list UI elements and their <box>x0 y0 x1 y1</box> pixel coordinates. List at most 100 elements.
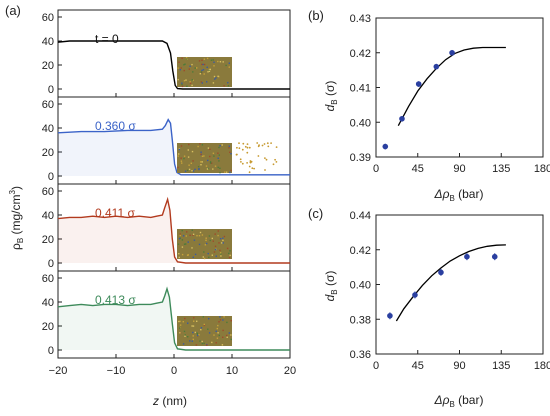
snapshot-particle <box>206 168 209 170</box>
x-tick-label: 135 <box>492 360 510 372</box>
snapshot-particle <box>212 82 215 84</box>
subplot-4: 0 20 40 60 −20 −10 0 10 20 0.413 σ <box>42 270 296 377</box>
snapshot-particle <box>188 164 190 166</box>
snapshot-particle <box>184 317 186 320</box>
snapshot-particle <box>189 234 191 236</box>
snapshot-particle <box>186 58 188 60</box>
snapshot-particle <box>216 327 218 330</box>
snapshot-particle <box>181 82 183 84</box>
escaped-particle <box>235 153 238 156</box>
escaped-particle <box>246 162 249 164</box>
snapshot-particle <box>208 256 210 258</box>
profile-annotation: t = 0 <box>95 32 119 46</box>
snapshot-particle <box>198 60 201 62</box>
snapshot-particle <box>211 341 213 344</box>
snapshot-particle <box>214 245 217 247</box>
snapshot-particle <box>192 160 194 162</box>
escaped-particle <box>240 161 242 163</box>
snapshot-particle <box>191 340 193 342</box>
snapshot-particle <box>226 247 229 250</box>
snapshot-particle <box>228 147 230 149</box>
snapshot-particle <box>219 238 222 240</box>
snapshot-particle <box>224 171 226 173</box>
snapshot-particle <box>221 344 224 346</box>
panel-a-xlabel: z (nm) <box>152 394 187 408</box>
panel-b: (b) dB (σ) ΔρB (bar) 0 45 90 135 180 0.39 0.40… <box>308 8 550 203</box>
panel-b-label: (b) <box>308 8 324 23</box>
escaped-particle <box>264 157 266 160</box>
snapshot-particle <box>188 68 190 70</box>
snapshot-particle <box>218 154 220 156</box>
snapshot-inset <box>177 229 232 260</box>
snapshot-particle <box>230 338 232 341</box>
escaped-particle <box>238 142 240 145</box>
snapshot-particle <box>213 65 215 67</box>
snapshot-particle <box>197 145 199 148</box>
x-tick-label: 0 <box>171 365 177 377</box>
snapshot-particle <box>217 166 219 169</box>
snapshot-particle <box>181 253 184 256</box>
subplot-3: 0 20 40 60 0.411 σ <box>42 183 291 272</box>
escaped-particle <box>248 165 251 168</box>
snapshot-particle <box>219 61 222 63</box>
snapshot-particle <box>219 316 221 318</box>
snapshot-particle <box>181 83 183 86</box>
y-tick-label: 0.36 <box>350 349 371 361</box>
snapshot-particle <box>228 145 230 147</box>
escaped-particle <box>272 163 275 166</box>
y-tick-label: 0.42 <box>350 48 371 60</box>
snapshot-particle <box>216 337 219 339</box>
snapshot-inset <box>177 316 232 346</box>
snapshot-particle <box>212 168 214 170</box>
x-tick-label: 10 <box>226 365 238 377</box>
snapshot-particle <box>198 334 200 336</box>
snapshot-particle <box>201 144 204 146</box>
panel-b-xlabel: ΔρB (bar) <box>434 187 484 203</box>
snapshot-particle <box>181 246 184 248</box>
panel-c-xlabel: ΔρB (bar) <box>434 393 484 409</box>
snapshot-particle <box>213 155 215 157</box>
snapshot-particle <box>217 234 219 237</box>
snapshot-particle <box>200 71 203 73</box>
snapshot-particle <box>193 320 195 322</box>
snapshot-particle <box>215 342 217 344</box>
snapshot-particle <box>177 243 180 245</box>
snapshot-particle <box>192 335 194 337</box>
marker <box>464 253 470 260</box>
snapshot-particle <box>203 251 205 253</box>
snapshot-particle <box>202 69 205 71</box>
y-tick-label: 0.38 <box>350 314 371 326</box>
snapshot-particle <box>187 241 189 243</box>
snapshot-particle <box>209 68 211 71</box>
snapshot-particle <box>208 68 211 71</box>
snapshot-particle <box>215 330 217 332</box>
snapshot-particle <box>178 320 180 323</box>
snapshot-particle <box>208 318 210 320</box>
snapshot-particle <box>193 317 195 319</box>
snapshot-particle <box>195 344 198 346</box>
snapshot-particle <box>200 151 202 153</box>
x-tick-label: −20 <box>49 365 68 377</box>
snapshot-particle <box>223 85 225 87</box>
snapshot-particle <box>179 237 181 239</box>
x-tick-label: 0 <box>373 163 379 175</box>
snapshot-particle <box>202 256 204 258</box>
x-tick-label: 90 <box>453 360 465 372</box>
snapshot-particle <box>178 253 180 255</box>
snapshot-particle <box>206 344 208 346</box>
data-point <box>387 312 393 320</box>
snapshot-particle <box>209 148 211 150</box>
snapshot-particle <box>222 242 224 244</box>
snapshot-particle <box>223 235 226 238</box>
snapshot-particle <box>208 70 211 72</box>
escaped-particle <box>249 161 252 164</box>
profile-annotation: 0.413 σ <box>95 293 136 307</box>
plot-frame <box>375 17 544 158</box>
y-tick-label: 0.44 <box>350 210 371 222</box>
snapshot-particle <box>206 343 208 346</box>
snapshot-particle <box>191 229 193 231</box>
snapshot-particle <box>192 234 194 236</box>
snapshot-particle <box>210 162 213 164</box>
y-tick-label: 0 <box>48 345 54 357</box>
x-tick-label: 45 <box>412 163 424 175</box>
